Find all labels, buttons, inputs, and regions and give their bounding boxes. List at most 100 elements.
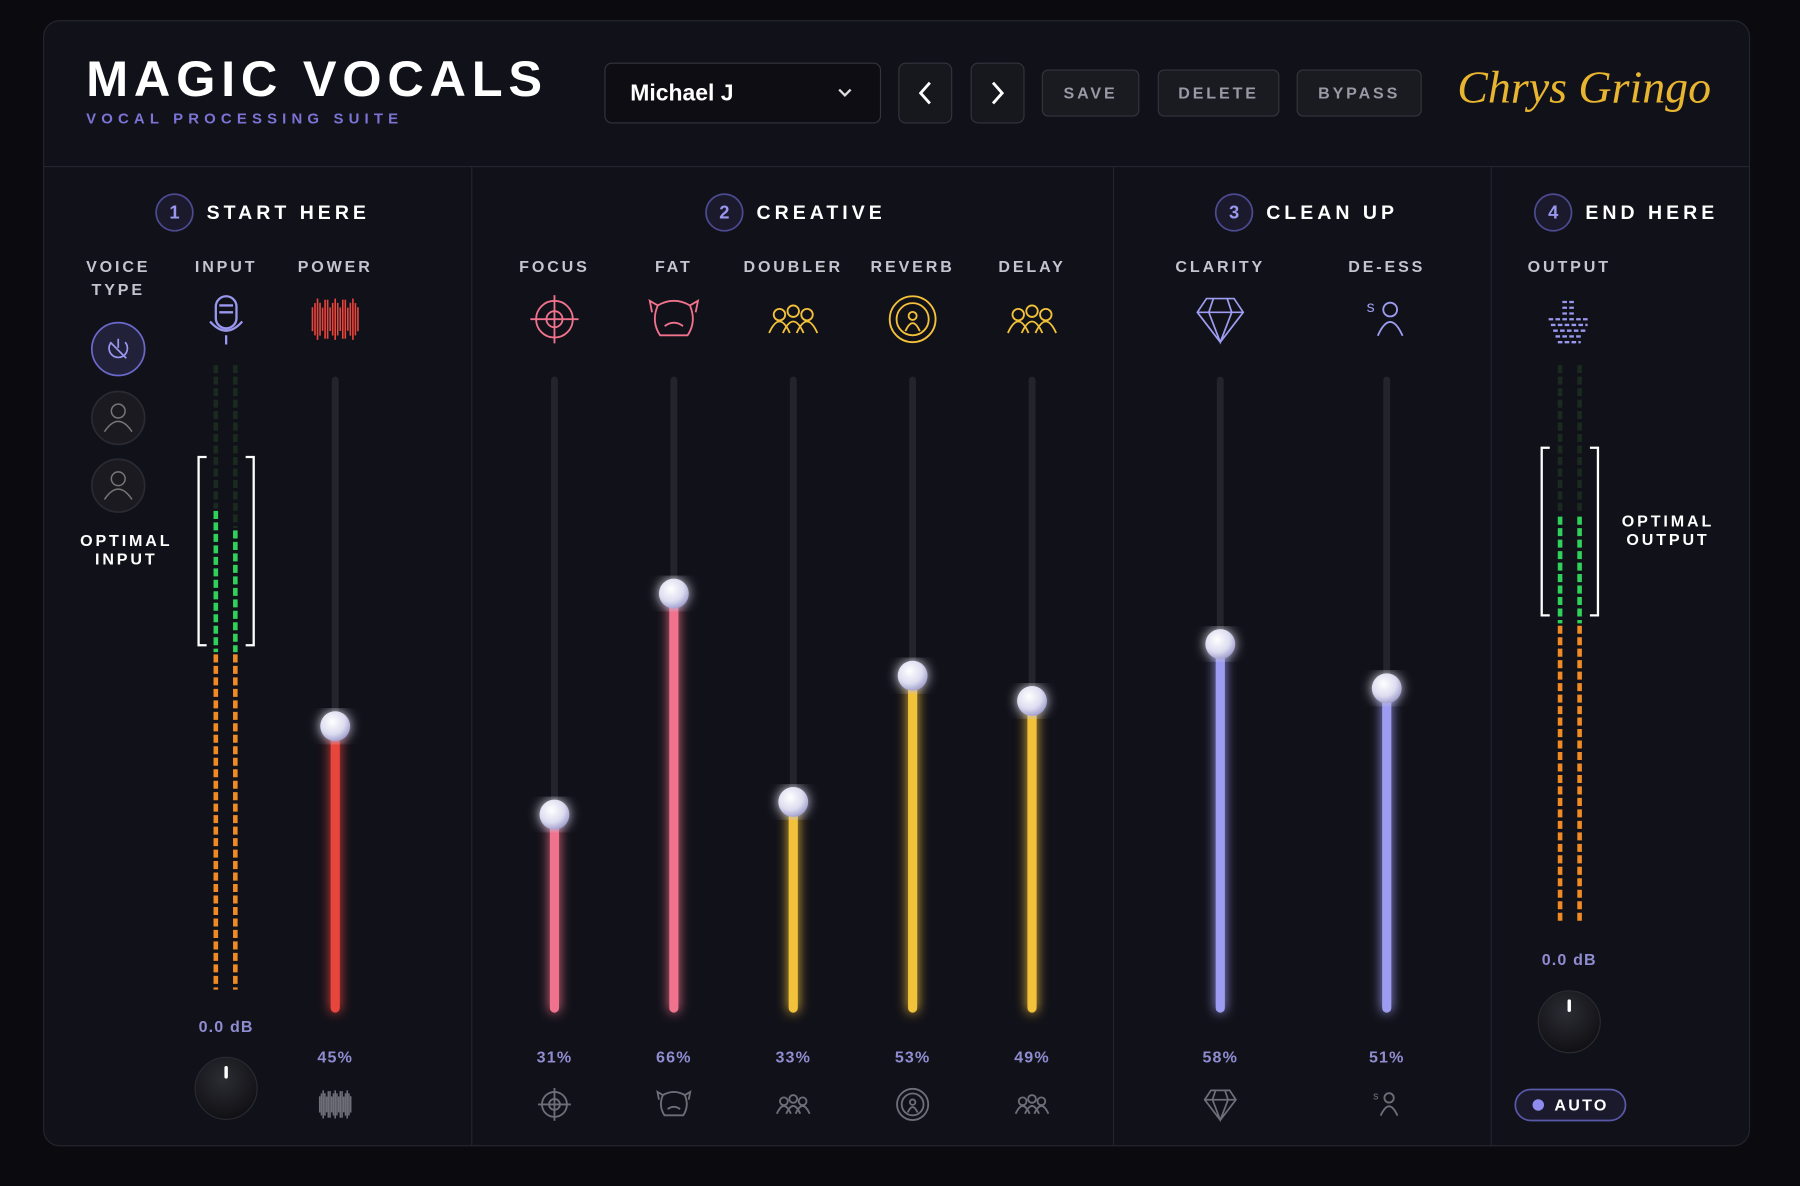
auto-indicator[interactable]	[1532, 1099, 1545, 1111]
note-label: OPTIMAL	[1622, 513, 1714, 531]
gain-label: 0.0 dB	[1542, 951, 1597, 969]
preset-dropdown[interactable]	[604, 62, 882, 124]
optimal-bracket	[1540, 446, 1600, 617]
value-label: 58%	[1202, 1049, 1238, 1067]
header-button-label[interactable]: BYPASS	[1318, 84, 1400, 102]
icon-part	[895, 302, 930, 337]
voice-icon[interactable]	[108, 338, 129, 359]
icon-part	[907, 310, 918, 321]
column-label: DOUBLER	[743, 258, 843, 276]
prev-button[interactable]	[898, 62, 953, 124]
note-label: INPUT	[95, 551, 158, 569]
column-label: FOCUS	[519, 258, 590, 276]
auto-button[interactable]	[1514, 1088, 1627, 1122]
slider-knob[interactable]	[897, 660, 928, 691]
slider-knob[interactable]	[320, 711, 351, 742]
section-title: START HERE	[207, 202, 370, 224]
section-number: 4	[1548, 201, 1559, 222]
icon-part	[1033, 1105, 1050, 1115]
icon-part	[1383, 1092, 1395, 1104]
column-label: OUTPUT	[1528, 258, 1611, 276]
icon-part	[896, 1087, 930, 1121]
slider-knob[interactable]	[539, 799, 570, 830]
section-title: CREATIVE	[757, 202, 886, 224]
voice-icon[interactable]	[103, 488, 133, 500]
icon-part	[906, 1106, 919, 1113]
section-title: END HERE	[1585, 202, 1718, 224]
voice-icon[interactable]	[103, 420, 133, 433]
slider-knob[interactable]	[1371, 673, 1402, 704]
voice-icon[interactable]	[110, 471, 126, 487]
subtitle: VOCAL PROCESSING SUITE	[86, 110, 403, 127]
column-label: VOICE	[86, 258, 150, 276]
value-label: 51%	[1369, 1049, 1405, 1067]
preset-name[interactable]: Michael J	[630, 79, 733, 105]
prev-arrow[interactable]	[918, 81, 931, 105]
section-badge	[1214, 193, 1254, 232]
icon-part	[1020, 320, 1044, 334]
voice-icon[interactable]	[110, 403, 126, 419]
mic-icon	[214, 295, 238, 330]
icon-part	[795, 320, 819, 334]
slider-fill	[1027, 700, 1037, 1013]
value-label: 53%	[895, 1049, 931, 1067]
next-arrow[interactable]	[991, 81, 1005, 105]
column-label: CLARITY	[1175, 258, 1265, 276]
column-label: REVERB	[871, 258, 955, 276]
gain-knob[interactable]	[194, 1056, 258, 1120]
icon-part	[1376, 321, 1404, 337]
icon-part	[1203, 1089, 1237, 1123]
column-label: INPUT	[195, 258, 258, 276]
icon-part	[538, 1088, 571, 1121]
section-badge	[705, 193, 744, 232]
icon-part	[1011, 307, 1025, 322]
icon-part	[1024, 1105, 1040, 1115]
auto-label[interactable]: AUTO	[1554, 1096, 1608, 1114]
note-label: OPTIMAL	[80, 532, 172, 550]
section-badge	[1533, 193, 1573, 232]
icon-part: s	[1367, 298, 1375, 316]
icon-part	[1027, 1094, 1037, 1104]
icon-part	[1007, 320, 1030, 334]
icon-part	[900, 1092, 925, 1117]
gain-label: 0.0 dB	[199, 1018, 254, 1036]
header-button[interactable]	[1157, 69, 1280, 117]
signature: Chrys Gringo	[1457, 61, 1711, 112]
value-label: 33%	[775, 1049, 811, 1067]
icon-part	[782, 320, 805, 334]
column-label: TYPE	[92, 281, 145, 299]
gain-knob[interactable]	[1537, 990, 1601, 1054]
slider-fill	[330, 726, 340, 1013]
icon-part	[1382, 301, 1398, 318]
value-label: 31%	[537, 1049, 573, 1067]
icon-part	[786, 304, 800, 318]
slider-fill	[788, 801, 798, 1013]
optimal-bracket	[197, 455, 255, 647]
icon-part	[772, 307, 787, 322]
slider-fill	[549, 814, 560, 1013]
header-button[interactable]	[1296, 69, 1422, 117]
column-label: POWER	[298, 258, 373, 276]
slider-knob[interactable]	[1017, 685, 1047, 716]
section-number: 3	[1229, 201, 1239, 222]
title: MAGIC VOCALS	[86, 50, 548, 107]
icon-part	[1034, 320, 1057, 334]
header-button[interactable]	[1041, 69, 1140, 117]
dropdown-chevron[interactable]	[838, 88, 852, 97]
icon-part	[908, 1098, 917, 1106]
section-number: 1	[169, 201, 179, 222]
header-button-label[interactable]: DELETE	[1178, 84, 1259, 102]
panel	[43, 20, 1751, 1147]
slider-fill	[1215, 644, 1225, 1013]
value-label: 49%	[1014, 1049, 1050, 1067]
note-label: OUTPUT	[1626, 531, 1709, 549]
slider-knob[interactable]	[1205, 629, 1236, 660]
next-button[interactable]	[970, 62, 1025, 124]
header-button-label[interactable]: SAVE	[1064, 84, 1118, 102]
mic-icon	[209, 304, 244, 345]
slider-fill	[669, 593, 679, 1013]
slider-knob[interactable]	[778, 787, 809, 817]
slider-fill	[1382, 688, 1392, 1013]
icon-part	[904, 322, 921, 332]
slider-knob[interactable]	[658, 578, 689, 609]
